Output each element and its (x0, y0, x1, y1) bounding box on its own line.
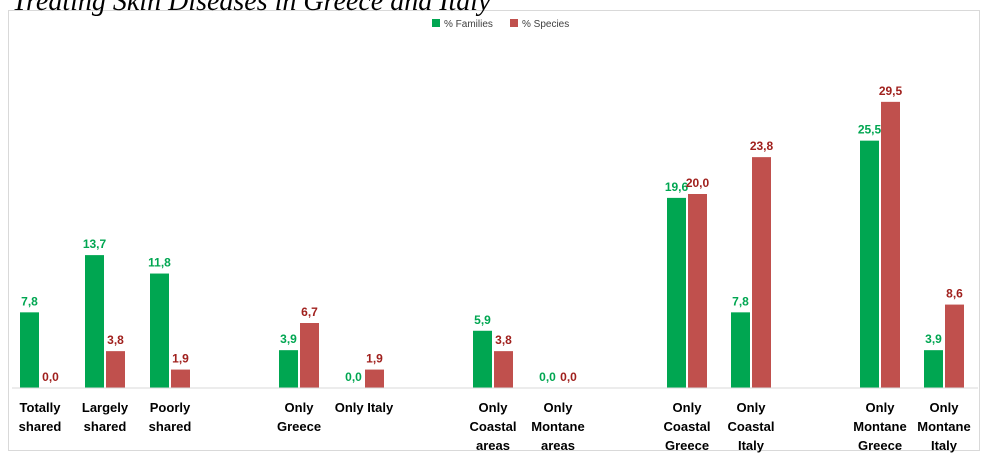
species-bar-7 (688, 194, 707, 388)
species-bar-2 (171, 369, 190, 388)
species-value-label-10: 8,6 (946, 287, 963, 301)
category-label-0: Totally shared (19, 400, 62, 434)
families-bar-9 (860, 140, 879, 388)
families-value-label-9: 25,5 (858, 123, 882, 137)
species-legend-swatch (510, 19, 518, 27)
species-value-label-2: 1,9 (172, 352, 189, 366)
families-bar-8 (731, 312, 750, 388)
families-legend-label: % Families (444, 19, 493, 30)
families-value-label-7: 19,6 (665, 180, 689, 194)
families-legend-swatch (432, 19, 440, 27)
species-value-label-9: 29,5 (879, 84, 903, 98)
category-labels-layer: Totally shared Largely shared Poorly shared On… (19, 400, 971, 453)
families-bar-2 (150, 273, 169, 388)
species-value-label-7: 20,0 (686, 176, 710, 190)
value-labels-layer: 7,8 13,7 11,8 3,9 0,0 5,9 0,0 19,6 7,8 25,5 3,9 0,0… (21, 84, 963, 384)
families-bar-1 (85, 255, 104, 388)
families-bar-10 (924, 350, 943, 388)
category-label-5: Only Coastal areas (470, 400, 517, 453)
families-value-label-8: 7,8 (732, 294, 749, 308)
families-value-label-0: 7,8 (21, 294, 38, 308)
species-bar-5 (494, 351, 513, 388)
species-value-label-0: 0,0 (42, 370, 59, 384)
species-value-label-5: 3,8 (495, 333, 512, 347)
species-bar-4 (365, 369, 384, 388)
families-value-label-6: 0,0 (539, 370, 556, 384)
species-legend-label: % Species (522, 19, 569, 30)
category-label-8: Only Coastal Italy (728, 400, 775, 453)
species-value-label-8: 23,8 (750, 139, 774, 153)
category-label-7: Only Coastal Greece (664, 400, 711, 453)
species-value-label-3: 6,7 (301, 305, 318, 319)
species-value-label-4: 1,9 (366, 352, 383, 366)
families-bar-7 (667, 197, 686, 388)
category-label-10: Only Montane Italy (917, 400, 970, 453)
families-value-label-5: 5,9 (474, 313, 491, 327)
category-label-6: Only Montane areas (531, 400, 584, 453)
families-bar-3 (279, 350, 298, 388)
families-value-label-1: 13,7 (83, 237, 107, 251)
species-bar-1 (106, 351, 125, 388)
species-bar-8 (752, 157, 771, 388)
families-value-label-2: 11,8 (148, 256, 171, 270)
category-label-9: Only Montane Greece (853, 400, 906, 453)
families-value-label-10: 3,9 (925, 332, 942, 346)
families-value-label-3: 3,9 (280, 332, 297, 346)
category-label-4: Only Italy (335, 400, 394, 415)
species-bar-10 (945, 304, 964, 388)
plot-area-border (8, 10, 980, 451)
figure-caption: Treating Skin Diseases in Greece and Ita… (12, 0, 491, 17)
category-label-3: Only Greece (277, 400, 321, 434)
category-label-1: Largely shared (82, 400, 129, 434)
families-value-label-4: 0,0 (345, 370, 362, 384)
species-bar-3 (300, 323, 319, 388)
species-bar-9 (881, 101, 900, 388)
bars-layer (20, 101, 964, 388)
legend: % Families % Species (432, 19, 569, 30)
category-label-2: Poorly shared (149, 400, 192, 434)
families-bar-0 (20, 312, 39, 388)
families-bar-5 (473, 330, 492, 388)
species-value-label-1: 3,8 (107, 333, 124, 347)
species-value-label-6: 0,0 (560, 370, 577, 384)
